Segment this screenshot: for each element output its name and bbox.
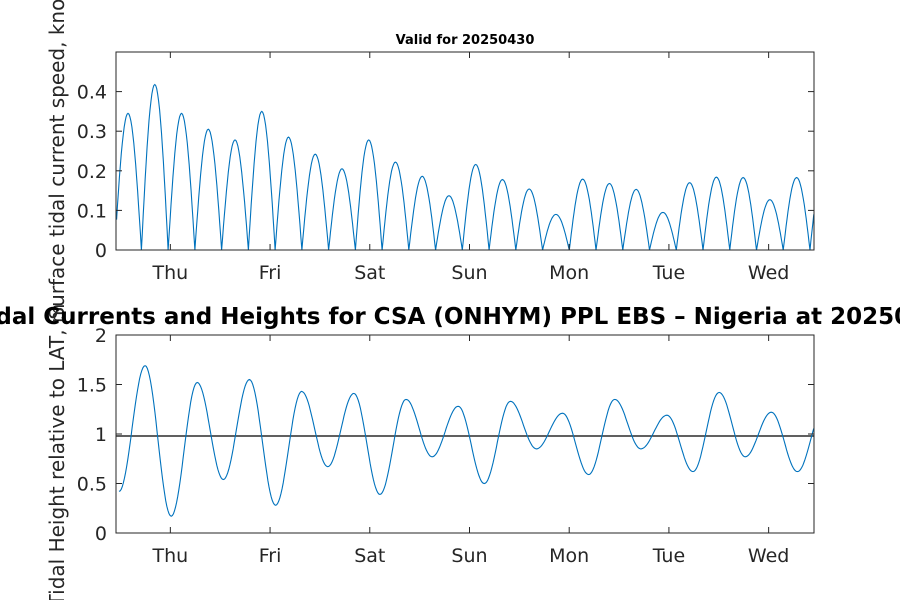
x-tick-label: Wed	[748, 262, 789, 284]
current-speed-line	[116, 83, 815, 251]
x-tick-label: Thu	[151, 262, 188, 284]
x-tick-label: Wed	[748, 545, 789, 567]
page-title: Tidal Currents and Heights for CSA (ONHY…	[0, 304, 900, 330]
height-x-ticks: Thu Fri Sat Sun Mon Tue Wed	[151, 335, 789, 567]
y-tick-label: 0.3	[77, 121, 107, 143]
y-tick-label: 0	[95, 240, 107, 262]
y-tick-label: 0.5	[77, 474, 107, 496]
height-y-ticks: 0 0.5 1 1.5 2	[77, 325, 814, 545]
x-tick-label: Thu	[151, 545, 188, 567]
current-x-ticks: Thu Fri Sat Sun Mon Tue Wed	[151, 52, 789, 284]
y-tick-label: 0.4	[77, 82, 107, 104]
x-tick-label: Sat	[354, 262, 385, 284]
tidal-height-panel: 0 0.5 1 1.5 2 Thu Fri Sat Sun Mon Tue Wed Tidal He…	[45, 304, 815, 600]
y-tick-label: 1	[95, 424, 107, 446]
tidal-height-line	[118, 365, 815, 517]
x-tick-label: Tue	[652, 545, 685, 567]
y-tick-label: 0.1	[77, 200, 107, 222]
y-tick-label: 1.5	[77, 375, 107, 397]
y-tick-label: 2	[95, 325, 107, 347]
y-tick-label: 0.2	[77, 161, 107, 183]
x-tick-label: Mon	[549, 545, 589, 567]
height-y-axis-label: Tidal Height relative to LAT, m	[45, 304, 69, 600]
x-tick-label: Mon	[549, 262, 589, 284]
current-y-axis-label: Surface tidal current speed, knots	[45, 0, 69, 320]
current-y-ticks: 0 0.1 0.2 0.3 0.4	[77, 82, 814, 262]
current-speed-panel: Valid for 20250430 0 0.1 0.2 0.3 0.4 Thu Fri S…	[45, 0, 815, 320]
x-tick-label: Sun	[451, 545, 487, 567]
x-tick-label: Sun	[451, 262, 487, 284]
y-tick-label: 0	[95, 523, 107, 545]
x-tick-label: Fri	[259, 545, 282, 567]
current-chart-title: Valid for 20250430	[396, 33, 535, 48]
x-tick-label: Fri	[259, 262, 282, 284]
x-tick-label: Sat	[354, 545, 385, 567]
height-axes-box	[115, 334, 815, 534]
current-axes-box	[115, 51, 815, 251]
x-tick-label: Tue	[652, 262, 685, 284]
